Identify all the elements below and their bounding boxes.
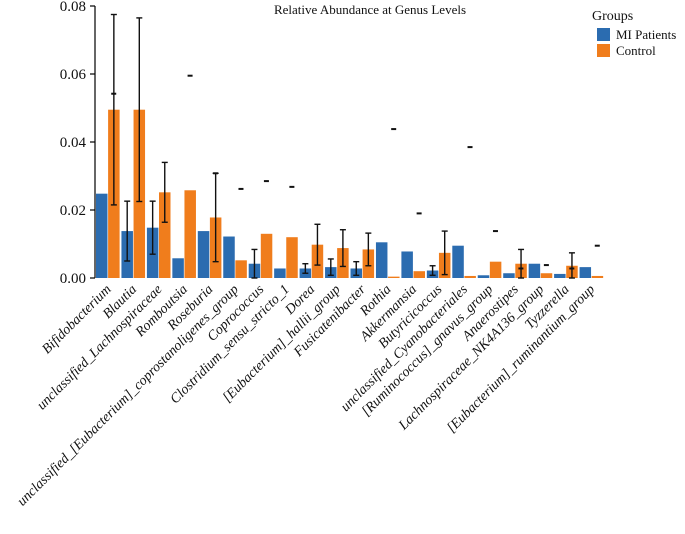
significance-dashes-group [111, 74, 600, 270]
legend: Groups MI Patients Control [592, 9, 676, 58]
category-labels-group: BifidobacteriumBlautiaunclassified_Lachn… [15, 282, 598, 509]
legend-label-control: Control [616, 43, 656, 58]
bar-control [159, 192, 171, 278]
bar-mi-patients [503, 273, 515, 278]
bar-mi-patients [477, 275, 490, 278]
bar-control [591, 275, 604, 278]
legend-label-mi-patients: MI Patients [616, 27, 676, 42]
bar-mi-patients [452, 245, 464, 278]
bar-control [235, 260, 247, 278]
bar-control [260, 233, 273, 278]
y-axis-ticks: 0.00 0.02 0.04 0.06 0.08 [60, 0, 95, 287]
bar-mi-patients [401, 251, 413, 278]
error-bars-group [110, 13, 575, 279]
legend-swatch-mi-patients [597, 28, 610, 41]
chart-title: Relative Abundance at Genus Levels [274, 2, 466, 17]
bars-group [96, 109, 604, 278]
bar-mi-patients [528, 263, 541, 278]
bar-mi-patients [274, 268, 286, 278]
bar-control [388, 276, 400, 278]
y-tick-label: 0.00 [60, 271, 86, 287]
bar-mi-patients [375, 242, 388, 278]
legend-title: Groups [592, 9, 633, 24]
y-tick-label: 0.06 [60, 67, 87, 83]
y-tick-label: 0.04 [60, 135, 87, 151]
legend-swatch-control [597, 44, 610, 57]
bar-mi-patients [96, 193, 108, 278]
bar-control [540, 273, 553, 278]
y-tick-label: 0.02 [60, 203, 86, 219]
bar-mi-patients [579, 267, 592, 278]
y-tick-label: 0.08 [60, 0, 86, 15]
bar-mi-patients [223, 236, 235, 278]
bar-mi-patients [197, 231, 210, 278]
bar-control [413, 271, 425, 278]
bar-control [286, 237, 298, 278]
bar-mi-patients [172, 258, 184, 278]
bar-control [489, 261, 502, 278]
bar-mi-patients [554, 273, 566, 278]
bar-control [464, 275, 476, 278]
bar-control [184, 190, 196, 278]
